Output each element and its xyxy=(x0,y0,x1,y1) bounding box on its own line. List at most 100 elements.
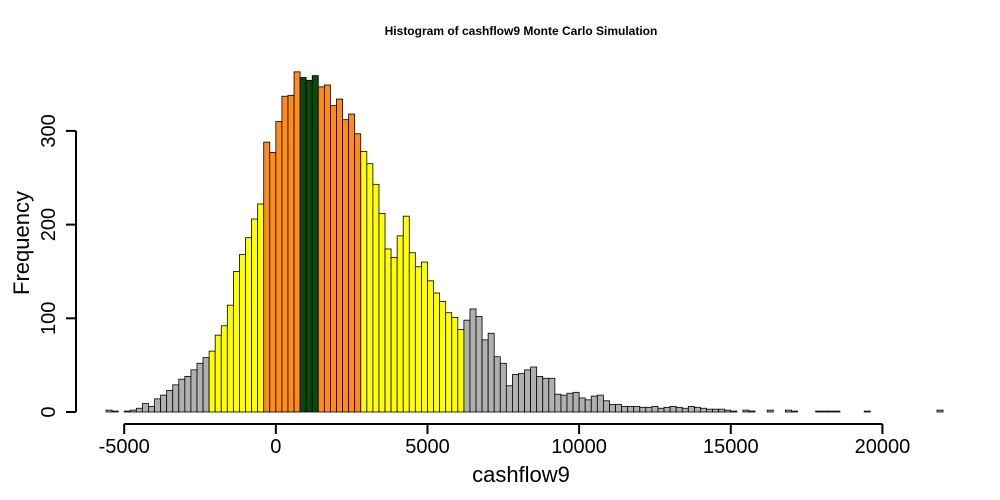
histogram-bar xyxy=(141,403,149,413)
histogram-bar xyxy=(584,399,592,413)
histogram-bar xyxy=(596,394,604,413)
histogram-bar xyxy=(791,410,798,413)
histogram-bar xyxy=(408,252,416,413)
histogram-bar xyxy=(293,71,301,413)
histogram-bar xyxy=(451,316,459,413)
histogram-bar xyxy=(748,410,756,413)
histogram-bar xyxy=(239,254,246,413)
histogram-bar xyxy=(481,339,489,413)
chart-title: Histogram of cashflow9 Monte Carlo Simul… xyxy=(385,24,658,38)
histogram-bar xyxy=(724,409,732,413)
histogram-bar xyxy=(360,151,368,413)
histogram-bar xyxy=(512,374,519,413)
histogram-bar xyxy=(330,105,337,413)
histogram-bar xyxy=(317,86,325,413)
histogram-bar xyxy=(196,362,204,413)
histogram-bar xyxy=(135,407,143,413)
histogram-bar xyxy=(421,261,428,413)
histogram-bar xyxy=(263,141,271,413)
histogram-bar xyxy=(390,256,398,413)
histogram-bar xyxy=(627,405,635,413)
histogram-bar xyxy=(378,212,386,413)
y-axis-label: Frequency xyxy=(9,191,34,295)
histogram-bar xyxy=(815,410,823,413)
histogram-bar xyxy=(245,237,252,413)
histogram-bar xyxy=(384,248,392,413)
histogram-bar xyxy=(742,409,750,413)
x-tick-label: -5000 xyxy=(99,436,150,458)
histogram-bar xyxy=(524,369,532,413)
histogram-bar xyxy=(220,325,228,413)
histogram-bar xyxy=(730,410,738,413)
y-tick-label: 300 xyxy=(38,114,60,147)
histogram-bar xyxy=(572,391,580,413)
x-tick-label: 5000 xyxy=(405,436,450,458)
histogram-bar xyxy=(178,378,186,413)
histogram-bar xyxy=(475,316,483,413)
histogram-bar xyxy=(645,406,653,413)
histogram-bar xyxy=(281,95,289,413)
histogram-bar xyxy=(493,356,501,413)
x-tick-label: 20000 xyxy=(855,436,911,458)
x-axis: -5000 0 5000 10000 15000 20000 xyxy=(99,423,911,458)
histogram-bar xyxy=(681,407,689,413)
histogram-bar xyxy=(299,77,307,413)
histogram-bar xyxy=(469,308,477,413)
histogram-bar xyxy=(712,408,720,413)
histogram-bar xyxy=(366,163,374,413)
histogram-bar xyxy=(657,407,665,413)
histogram-bar xyxy=(578,397,586,413)
histogram-bar xyxy=(693,406,701,413)
histogram-bar xyxy=(675,406,683,413)
histogram-bar xyxy=(336,98,343,413)
histogram-bar xyxy=(275,121,283,413)
histogram-bar xyxy=(396,235,404,413)
histogram-bar xyxy=(251,218,259,413)
histogram-bar xyxy=(827,410,835,413)
histogram-bar xyxy=(269,152,277,413)
histogram-bar xyxy=(433,292,441,413)
histogram-bar xyxy=(566,392,574,413)
histogram-bar xyxy=(554,393,562,413)
histogram-bar xyxy=(311,75,319,413)
y-tick-label: 200 xyxy=(38,208,60,241)
histogram-bar xyxy=(687,405,695,413)
histogram-bar xyxy=(323,84,331,413)
histogram-bar xyxy=(354,133,362,413)
histogram-bar xyxy=(499,362,507,413)
histogram-bar xyxy=(487,332,495,413)
histogram-bar xyxy=(105,409,113,413)
histogram-bar xyxy=(530,366,538,413)
histogram-bar xyxy=(542,377,550,413)
histogram-bar xyxy=(427,280,434,413)
histogram-bar xyxy=(536,375,544,413)
histogram-bar xyxy=(821,410,829,413)
histogram-bar xyxy=(148,405,155,413)
x-tick-label: 0 xyxy=(270,436,281,458)
histogram-bar xyxy=(232,271,240,413)
histogram-bar xyxy=(621,405,629,413)
histogram-bar xyxy=(518,373,525,413)
histogram-bar xyxy=(166,390,174,413)
histogram-bar xyxy=(445,312,453,413)
histogram-bar xyxy=(718,408,726,413)
histogram-bar xyxy=(463,319,471,413)
histogram-bars xyxy=(105,71,944,413)
histogram-bar xyxy=(214,334,222,413)
histogram-bar xyxy=(372,183,380,413)
histogram-bar xyxy=(863,410,871,413)
histogram-bar xyxy=(342,119,350,413)
histogram-bar xyxy=(190,369,198,413)
histogram-bar xyxy=(784,409,792,413)
histogram-bar xyxy=(226,304,234,413)
x-tick-label: 15000 xyxy=(703,436,759,458)
histogram-bar xyxy=(154,398,161,413)
histogram-bar xyxy=(505,385,513,413)
histogram-bar xyxy=(663,406,671,413)
y-tick-label: 0 xyxy=(38,406,60,417)
histogram-bar xyxy=(700,407,707,413)
histogram-bar xyxy=(639,406,647,413)
histogram-bar xyxy=(766,409,774,413)
histogram-bar xyxy=(439,301,447,413)
